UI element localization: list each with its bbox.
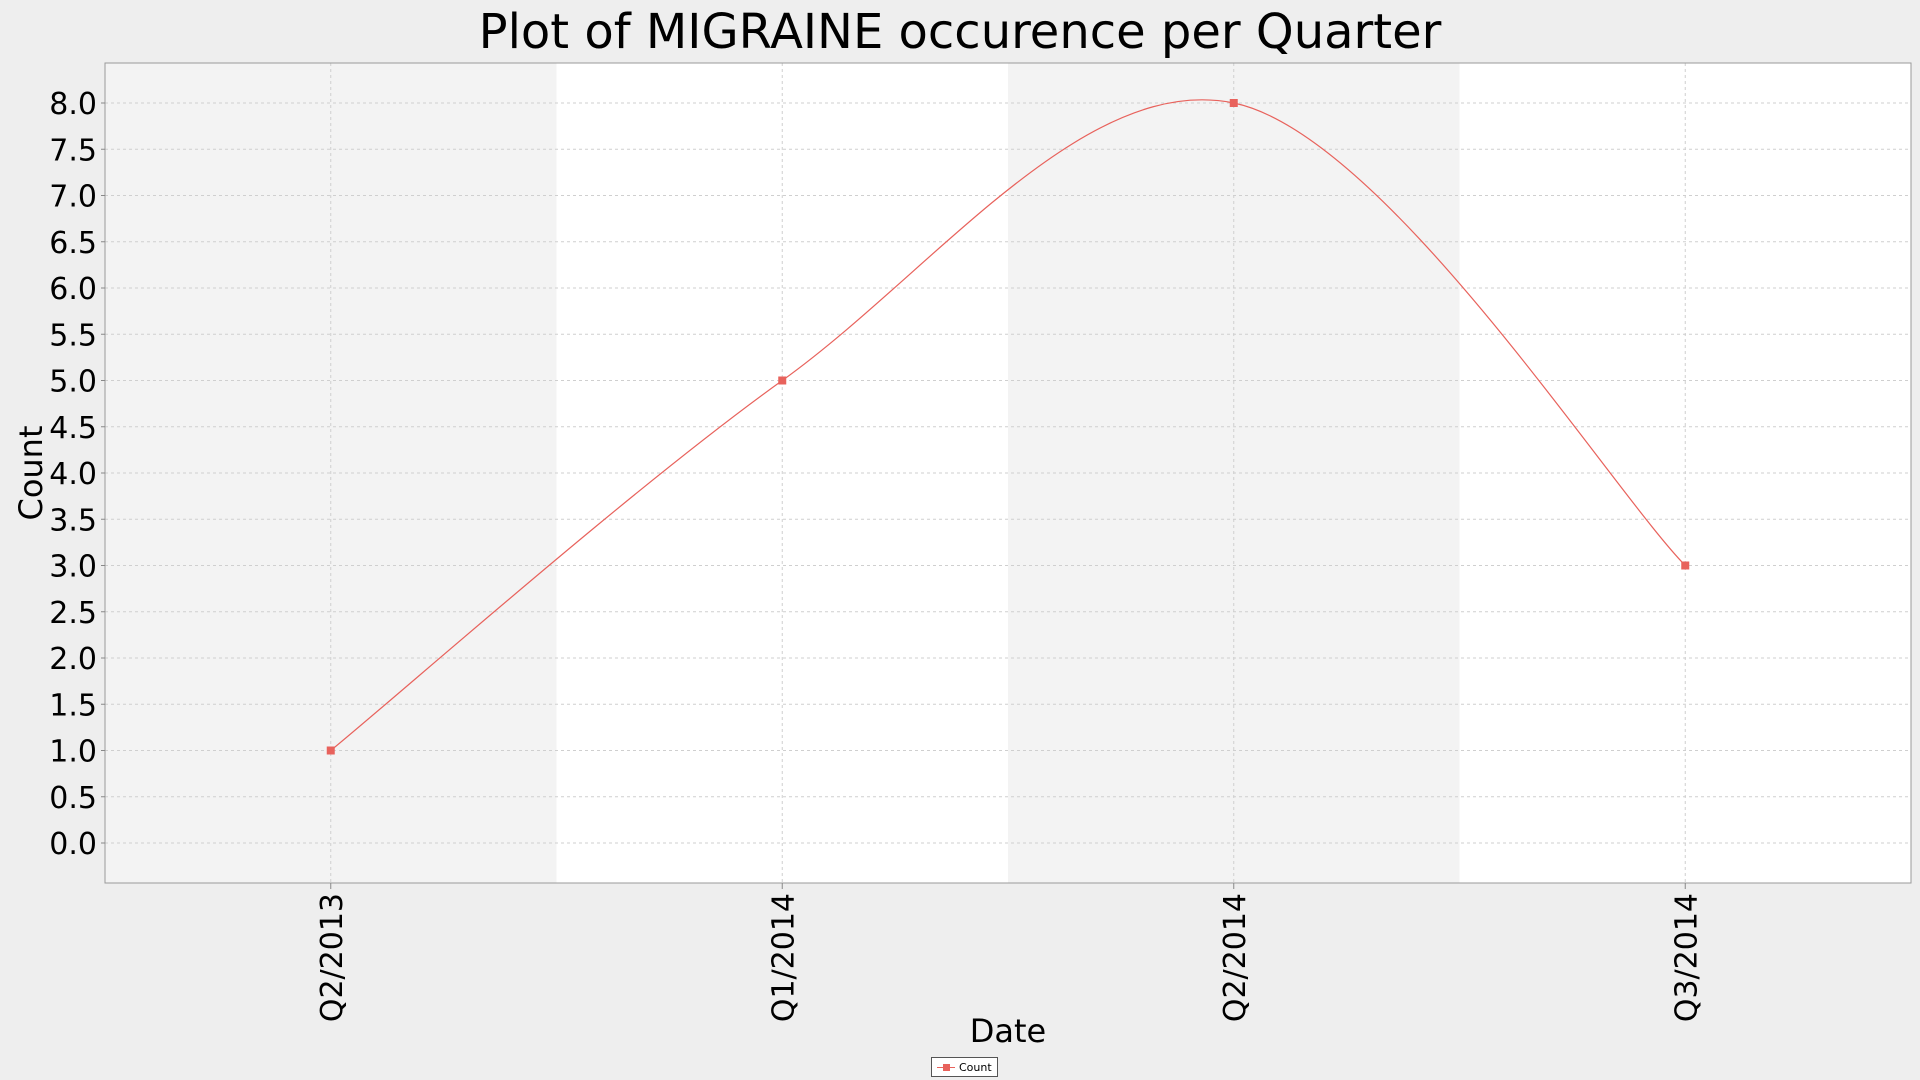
legend-marker-icon (937, 1062, 955, 1072)
y-tick-label: 6.5 (49, 226, 97, 261)
y-tick-label: 6.0 (49, 272, 97, 307)
x-tick-label: Q1/2014 (766, 893, 801, 1022)
y-tick-label: 8.0 (49, 87, 97, 122)
x-tick-label: Q2/2014 (1218, 893, 1253, 1022)
y-tick-label: 7.5 (49, 133, 97, 168)
y-tick-label: 3.5 (49, 503, 97, 538)
y-axis-label: Count (12, 425, 50, 520)
data-point (326, 746, 335, 755)
x-axis-ticks: Q2/2013 Q1/2014 Q2/2014 Q3/2014 (315, 883, 1704, 1022)
y-tick-label: 7.0 (49, 180, 97, 215)
y-tick-label: 2.5 (49, 596, 97, 631)
series-count (326, 99, 1690, 755)
legend: Count (931, 1057, 998, 1077)
data-point (1681, 561, 1690, 570)
chart-title: Plot of MIGRAINE occurence per Quarter (478, 4, 1442, 60)
y-tick-label: 1.5 (49, 688, 97, 723)
y-axis-ticks: 0.0 0.5 1.0 1.5 2.0 2.5 3.0 3.5 4.0 4.5 5.0 5.5 6.0 6… (49, 87, 105, 862)
data-point (778, 376, 787, 385)
y-tick-label: 1.0 (49, 735, 97, 770)
x-tick-label: Q2/2013 (315, 893, 350, 1022)
y-tick-label: 0.5 (49, 781, 97, 816)
x-tick-label: Q3/2014 (1669, 893, 1704, 1022)
series-line (330, 99, 1686, 751)
y-tick-label: 2.0 (49, 642, 97, 677)
y-tick-label: 4.0 (49, 457, 97, 492)
data-point (1229, 99, 1238, 107)
x-axis-label: Date (970, 1012, 1046, 1050)
y-tick-label: 3.0 (49, 550, 97, 585)
grid-lines (105, 63, 1911, 883)
y-tick-label: 5.5 (49, 318, 97, 353)
y-tick-label: 5.0 (49, 365, 97, 400)
legend-label: Count (959, 1060, 992, 1074)
y-tick-label: 4.5 (49, 411, 97, 446)
y-tick-label: 0.0 (49, 827, 97, 862)
